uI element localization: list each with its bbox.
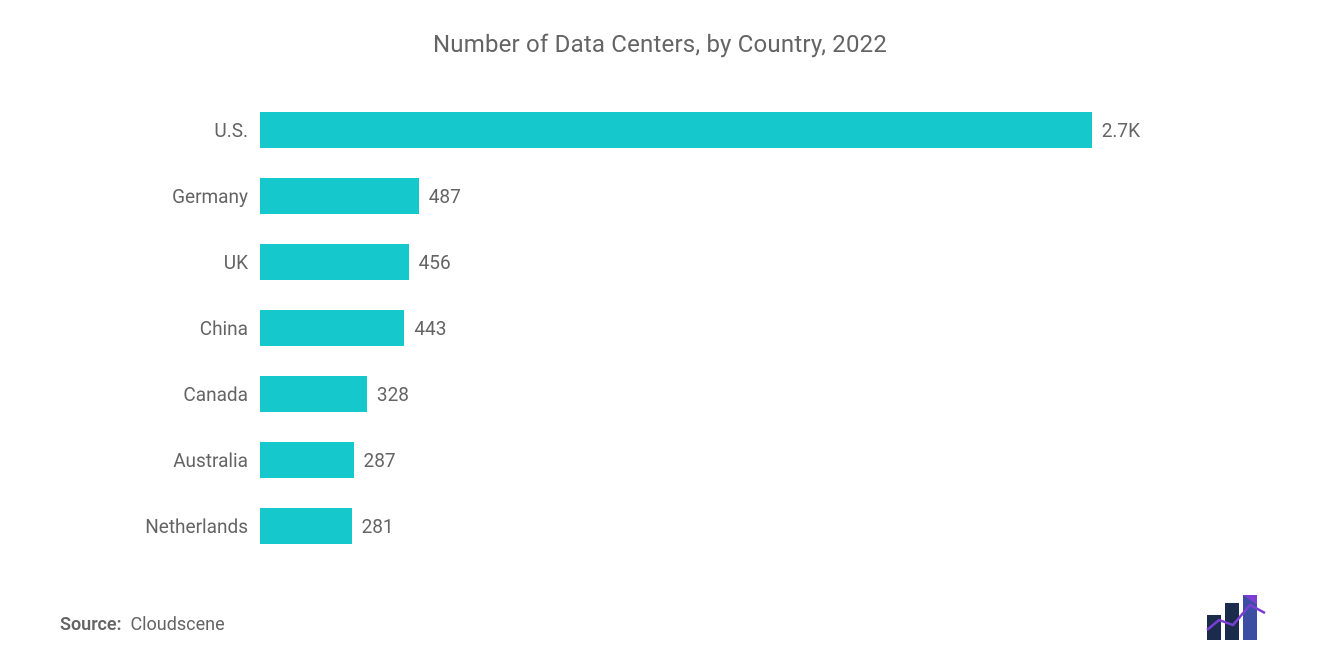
bar-track: 281 xyxy=(260,508,1140,544)
logo-bars xyxy=(1207,595,1265,640)
value-label: 2.7K xyxy=(1092,119,1140,142)
category-label: UK xyxy=(140,251,260,274)
category-label: China xyxy=(140,317,260,340)
bar-row: China 443 xyxy=(140,306,1140,350)
bar xyxy=(260,112,1092,148)
bar-row: Netherlands 281 xyxy=(140,504,1140,548)
bar xyxy=(260,442,354,478)
category-label: Germany xyxy=(140,185,260,208)
bar-track: 456 xyxy=(260,244,1140,280)
bar-row: Germany 487 xyxy=(140,174,1140,218)
bar xyxy=(260,376,367,412)
chart-container: Number of Data Centers, by Country, 2022… xyxy=(0,0,1320,665)
category-label: Canada xyxy=(140,383,260,406)
bar xyxy=(260,508,352,544)
category-label: Netherlands xyxy=(140,515,260,538)
bar-track: 287 xyxy=(260,442,1140,478)
value-label: 281 xyxy=(352,515,394,538)
bar xyxy=(260,310,404,346)
plot-area: U.S. 2.7K Germany 487 UK 456 China xyxy=(60,108,1260,548)
value-label: 487 xyxy=(419,185,461,208)
bar xyxy=(260,244,409,280)
source-prefix: Source: xyxy=(60,614,122,635)
bar-track: 487 xyxy=(260,178,1140,214)
category-label: Australia xyxy=(140,449,260,472)
bar-row: U.S. 2.7K xyxy=(140,108,1140,152)
bar-track: 328 xyxy=(260,376,1140,412)
chart-title: Number of Data Centers, by Country, 2022 xyxy=(60,30,1260,58)
bar-row: Australia 287 xyxy=(140,438,1140,482)
bar-track: 2.7K xyxy=(260,112,1140,148)
bar-row: UK 456 xyxy=(140,240,1140,284)
brand-logo-icon xyxy=(1205,595,1275,640)
value-label: 456 xyxy=(409,251,451,274)
category-label: U.S. xyxy=(140,119,260,142)
bar-track: 443 xyxy=(260,310,1140,346)
bar-row: Canada 328 xyxy=(140,372,1140,416)
source-text: Cloudscene xyxy=(130,614,224,635)
bar xyxy=(260,178,419,214)
value-label: 287 xyxy=(354,449,396,472)
source-attribution: Source: Cloudscene xyxy=(60,614,225,635)
value-label: 443 xyxy=(404,317,446,340)
value-label: 328 xyxy=(367,383,409,406)
